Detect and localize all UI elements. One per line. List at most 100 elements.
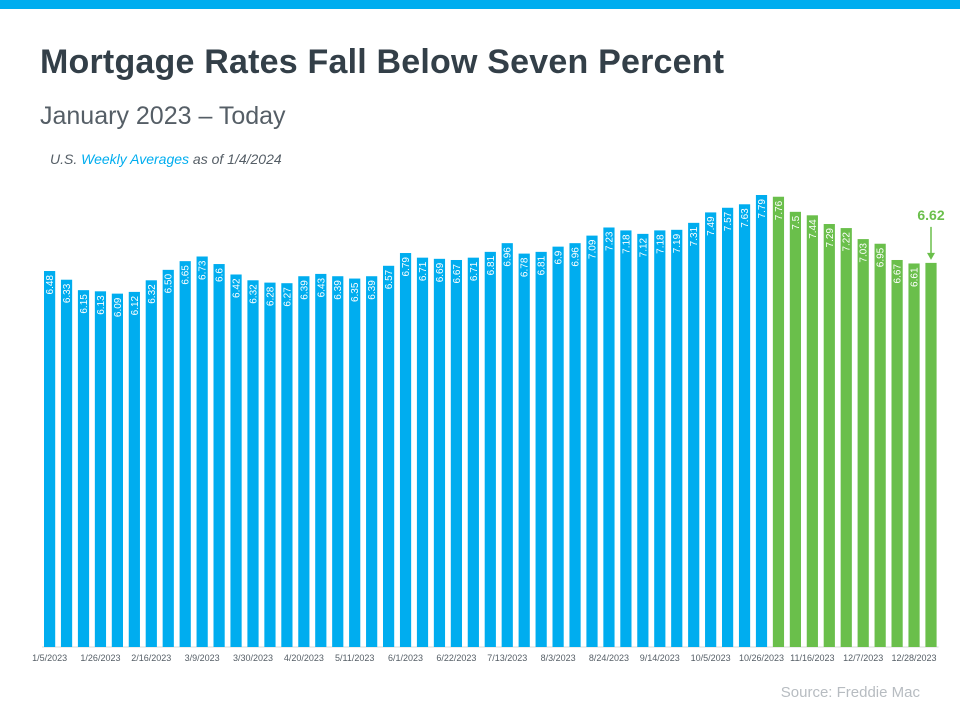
x-tick-label: 1/26/2023 [80,653,120,663]
x-tick-label: 10/26/2023 [739,653,784,663]
bar-value-label: 6.71 [418,261,429,281]
x-tick-label: 4/20/2023 [284,653,324,663]
bar-11/9/2023 [789,211,801,647]
bar-value-label: 7.5 [791,215,802,229]
bar-10/12/2023 [722,207,734,648]
bar-value-label: 7.03 [859,243,870,263]
bar-10/26/2023 [755,195,768,647]
note-prefix: U.S. [50,151,78,167]
latest-value-callout: 6.62 [917,207,944,223]
bar-value-label: 6.12 [130,295,141,315]
bar-value-label: 6.81 [537,255,548,275]
bar-2/9/2023 [128,291,140,647]
bar-9/21/2023 [671,229,683,648]
bar-value-label: 6.39 [333,280,344,300]
bar-6/29/2023 [467,257,479,647]
bar-12/14/2023 [874,243,886,647]
chart-note: U.S. Weekly Averages as of 1/4/2024 [50,151,282,167]
x-tick-label: 1/5/2023 [32,653,67,663]
bar-11/30/2023 [840,228,852,647]
bar-value-label: 6.67 [893,264,904,284]
bar-1/26/2023 [94,291,107,647]
bar-2/23/2023 [162,269,174,647]
bar-value-label: 6.43 [316,277,327,297]
bar-8/24/2023 [603,227,615,648]
bar-6/22/2023 [450,259,462,647]
bar-value-label: 7.49 [706,216,717,236]
bar-value-label: 7.63 [740,208,751,228]
x-tick-label: 9/14/2023 [640,653,680,663]
x-tick-label: 12/28/2023 [892,653,937,663]
bar-8/17/2023 [586,235,598,647]
chart-title: Mortgage Rates Fall Below Seven Percent [40,43,725,81]
bar-10/5/2023 [705,212,717,648]
bar-value-label: 6.78 [520,257,531,277]
bar-value-label: 6.95 [876,247,887,267]
bar-value-label: 6.13 [96,295,107,315]
bar-3/2/2023 [179,261,191,647]
bar-5/4/2023 [332,276,344,647]
bar-8/10/2023 [569,243,581,647]
x-tick-label: 2/16/2023 [131,653,171,663]
bar-4/27/2023 [315,273,327,647]
bar-12/7/2023 [857,239,869,647]
bar-value-label: 6.61 [910,267,921,287]
bar-value-label: 7.29 [825,228,836,248]
bar-value-label: 6.67 [452,264,463,284]
bar-value-label: 7.79 [757,199,768,219]
note-highlight: Weekly Averages [81,151,190,167]
bar-value-label: 6.71 [469,261,480,281]
bar-9/28/2023 [688,222,700,648]
bar-3/23/2023 [230,274,242,647]
x-tick-label: 3/9/2023 [185,653,220,663]
bar-4/20/2023 [298,276,310,647]
bar-value-label: 7.76 [774,200,785,220]
bar-11/22/2023 [823,224,835,648]
note-suffix: as of 1/4/2024 [192,151,282,167]
bar-value-label: 7.12 [638,237,649,257]
x-tick-label: 5/11/2023 [335,653,374,663]
bar-value-label: 6.6 [215,268,226,282]
bar-value-label: 6.09 [113,297,124,317]
bar-value-label: 6.32 [147,284,158,304]
bar-11/2/2023 [772,196,785,647]
bar-value-label: 7.18 [655,234,666,254]
bar-value-label: 6.27 [282,287,293,307]
bar-value-label: 6.69 [435,262,446,282]
bar-12/21/2023 [891,259,903,647]
bar-5/18/2023 [366,276,378,647]
bar-7/20/2023 [518,253,530,647]
bar-5/25/2023 [383,265,395,647]
bar-value-label: 6.32 [249,284,260,304]
bar-5/11/2023 [349,278,361,647]
bar-8/3/2023 [552,246,564,647]
x-tick-label: 8/24/2023 [589,653,629,663]
x-tick-label: 12/7/2023 [843,653,883,663]
chart-subtitle: January 2023 – Today [40,102,286,130]
bar-value-label: 7.22 [842,232,853,252]
bar-10/19/2023 [738,204,751,647]
bar-1/12/2023 [60,279,73,647]
bar-value-label: 6.50 [164,273,175,293]
callout-arrow-head [927,252,935,260]
x-tick-label: 6/22/2023 [436,653,476,663]
bar-value-label: 7.57 [723,211,734,231]
bar-value-label: 7.19 [672,233,683,253]
bar-value-label: 6.65 [181,265,192,285]
bar-value-label: 6.79 [401,257,412,277]
top-accent-bar [0,0,960,9]
bar-12/28/2023 [908,263,920,647]
bar-value-label: 6.96 [571,247,582,267]
bar-value-label: 7.18 [621,234,632,254]
bar-3/30/2023 [247,280,259,647]
bar-value-label: 7.23 [604,231,615,251]
x-tick-label: 7/13/2023 [487,653,527,663]
bar-value-label: 6.9 [554,250,565,264]
x-tick-label: 11/16/2023 [790,653,834,663]
bar-7/6/2023 [484,251,496,647]
bar-value-label: 7.31 [689,226,700,246]
bar-value-label: 6.28 [265,286,276,306]
bar-value-label: 6.73 [198,260,209,280]
bar-2/2/2023 [111,293,123,647]
